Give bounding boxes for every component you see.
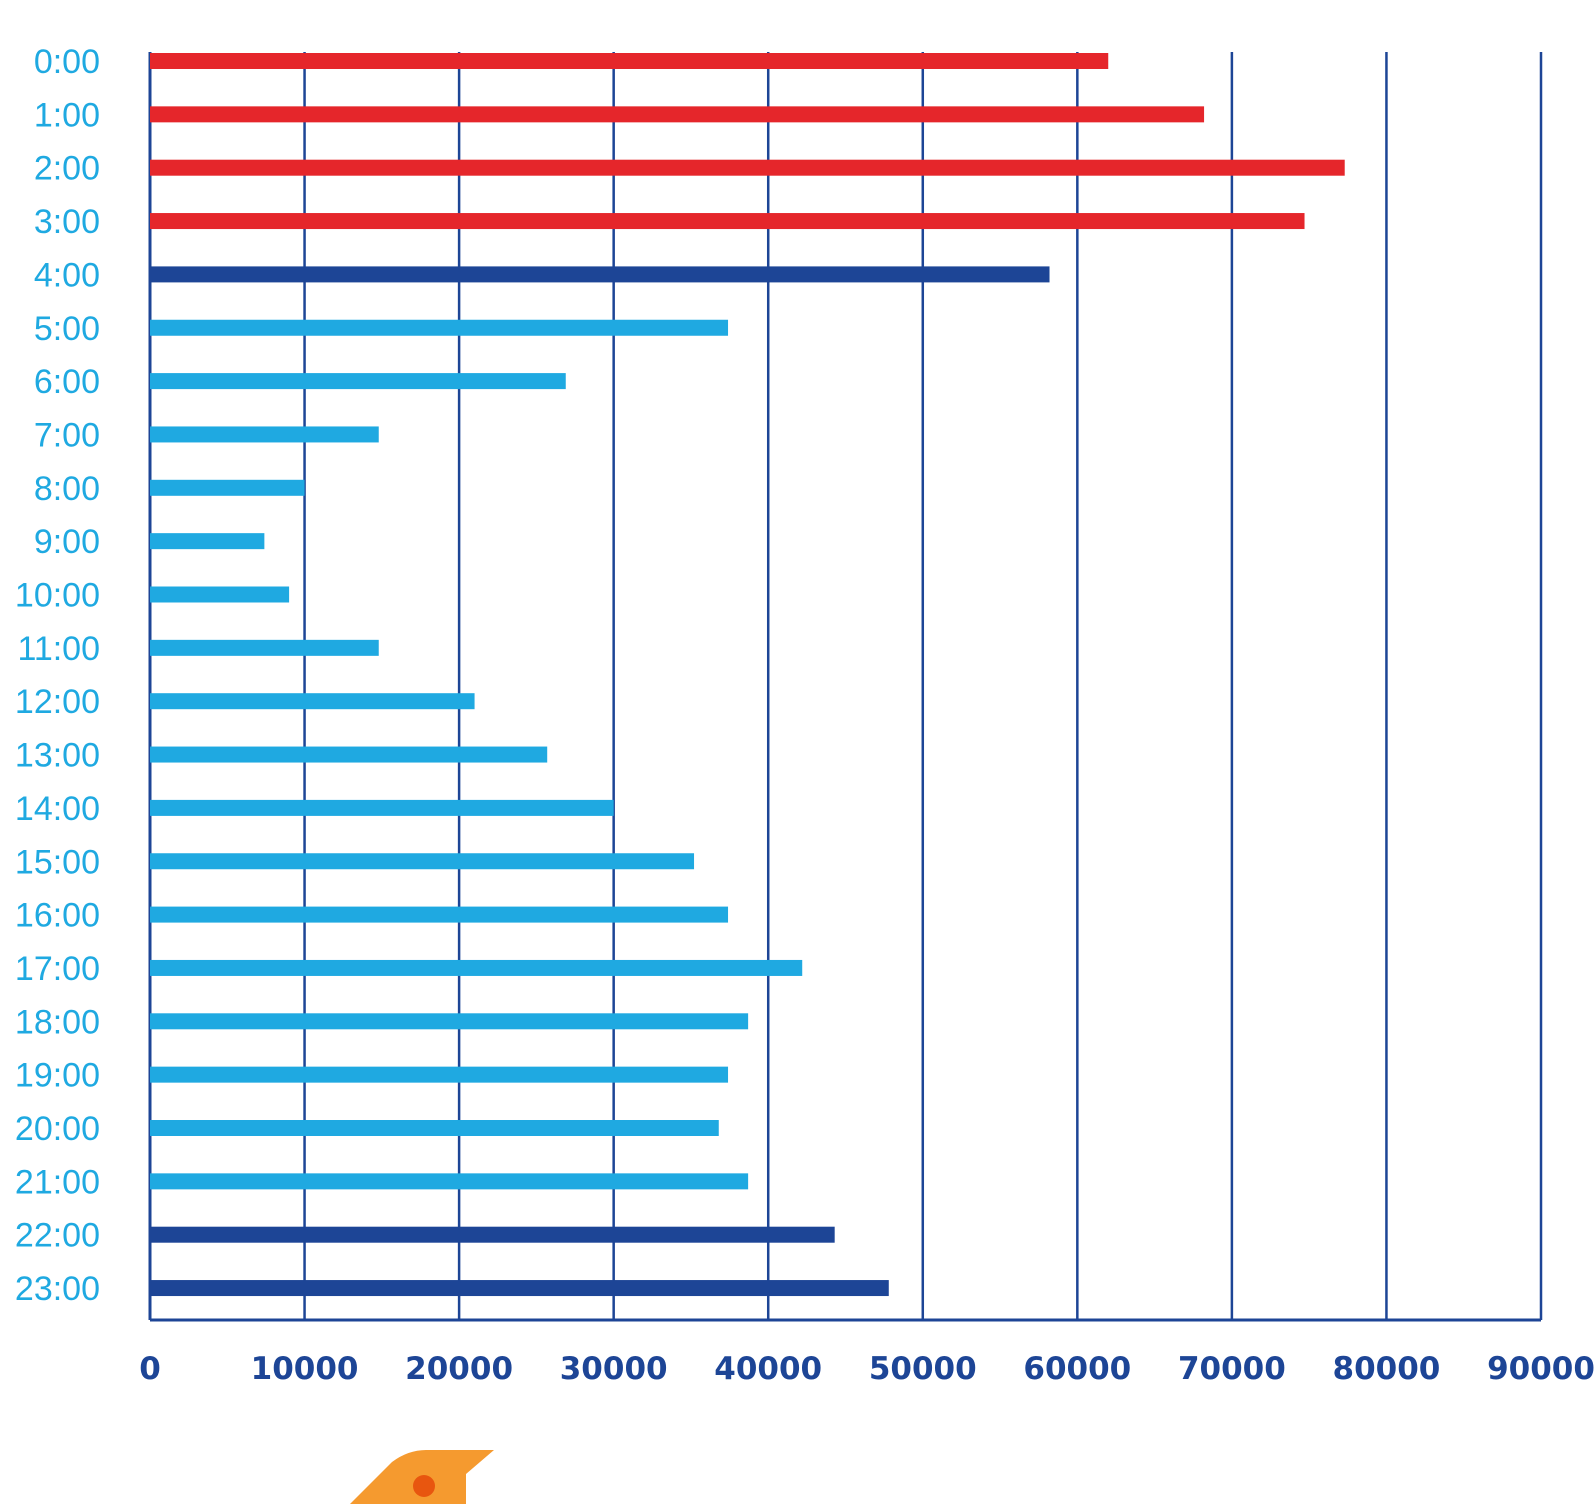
- y-tick-label-6-00: 6:00: [34, 363, 100, 401]
- y-tick-label-5-00: 5:00: [34, 310, 100, 348]
- x-tick-label-20000: 20000: [405, 1351, 513, 1387]
- y-tick-label-10-00: 10:00: [15, 577, 100, 615]
- grid-lines: [148, 52, 1543, 1322]
- bars: [150, 53, 1345, 1297]
- bar-19-00: [150, 1066, 729, 1083]
- bar-0-00: [150, 53, 1109, 69]
- y-tick-label-2-00: 2:00: [34, 150, 100, 188]
- bar-18-00: [150, 1013, 749, 1030]
- y-tick-label-15-00: 15:00: [15, 843, 100, 881]
- y-tick-label-14-00: 14:00: [15, 790, 100, 828]
- x-axis-tick-labels: 0 10000 20000 30000 40000 50000 60000 70000 8000…: [139, 1351, 1595, 1387]
- bar-9-00: [150, 533, 265, 550]
- y-tick-label-18-00: 18:00: [15, 1003, 100, 1041]
- x-tick-label-70000: 70000: [1178, 1351, 1286, 1387]
- bar-10-00: [150, 586, 290, 603]
- bar-14-00: [150, 799, 614, 816]
- bird-mascot-icon: [350, 1450, 494, 1504]
- y-tick-label-8-00: 8:00: [34, 470, 100, 508]
- y-tick-label-17-00: 17:00: [15, 950, 100, 988]
- x-tick-label-10000: 10000: [251, 1351, 359, 1387]
- y-tick-label-4-00: 4:00: [34, 256, 100, 294]
- y-tick-label-20-00: 20:00: [15, 1110, 100, 1148]
- x-tick-label-90000: 90000: [1487, 1351, 1595, 1387]
- y-axis-tick-labels: 0:00 1:00 2:00 3:00 4:00 5:00 6:00 7:00 8:00 9:00…: [15, 43, 100, 1308]
- bar-17-00: [150, 959, 803, 976]
- y-tick-label-3-00: 3:00: [34, 203, 100, 241]
- bar-1-00: [150, 106, 1205, 123]
- bar-4-00: [150, 266, 1050, 283]
- x-tick-label-50000: 50000: [869, 1351, 977, 1387]
- bird-eye: [413, 1475, 435, 1497]
- x-tick-label-60000: 60000: [1023, 1351, 1131, 1387]
- bar-21-00: [150, 1173, 749, 1190]
- y-tick-label-19-00: 19:00: [15, 1057, 100, 1095]
- y-tick-label-11-00: 11:00: [17, 630, 100, 668]
- bar-6-00: [150, 373, 566, 390]
- y-tick-label-16-00: 16:00: [15, 897, 100, 935]
- y-tick-label-12-00: 12:00: [15, 683, 100, 721]
- bar-8-00: [150, 479, 305, 496]
- x-tick-label-0: 0: [139, 1351, 161, 1387]
- bar-13-00: [150, 746, 548, 763]
- bar-12-00: [150, 693, 475, 710]
- y-tick-label-22-00: 22:00: [15, 1217, 100, 1255]
- bar-16-00: [150, 906, 729, 923]
- x-tick-label-30000: 30000: [560, 1351, 668, 1387]
- y-tick-label-0-00: 0:00: [34, 43, 100, 81]
- bar-20-00: [150, 1120, 719, 1136]
- bar-3-00: [150, 213, 1305, 230]
- bar-22-00: [150, 1226, 835, 1243]
- y-tick-label-9-00: 9:00: [34, 523, 100, 561]
- y-tick-label-7-00: 7:00: [34, 416, 100, 454]
- bar-5-00: [150, 319, 729, 336]
- bar-23-00: [150, 1280, 889, 1297]
- bar-15-00: [150, 853, 695, 870]
- bar-7-00: [150, 426, 379, 443]
- y-tick-label-21-00: 21:00: [15, 1163, 100, 1201]
- bar-11-00: [150, 639, 379, 656]
- bar-2-00: [150, 159, 1345, 176]
- y-tick-label-1-00: 1:00: [34, 96, 100, 134]
- y-tick-label-13-00: 13:00: [15, 737, 100, 775]
- x-tick-label-80000: 80000: [1333, 1351, 1441, 1387]
- y-tick-label-23-00: 23:00: [15, 1270, 100, 1308]
- x-tick-label-40000: 40000: [714, 1351, 822, 1387]
